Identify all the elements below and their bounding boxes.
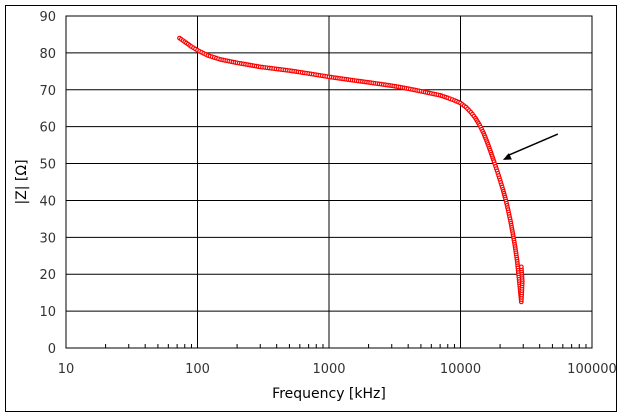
y-axis-label: |Z| [Ω]: [14, 159, 30, 204]
y-tick-label: 70: [39, 84, 56, 99]
annotation-arrow: [502, 133, 559, 160]
y-tick-label: 10: [39, 305, 56, 320]
x-tick-label: 10000: [440, 362, 481, 377]
y-tick-label: 90: [39, 10, 56, 25]
x-tick-label: 10: [58, 362, 75, 377]
y-tick-label: 80: [39, 47, 56, 62]
y-tick-label: 60: [39, 121, 56, 136]
data-series: [177, 35, 525, 305]
y-tick-label: 40: [39, 194, 56, 209]
x-tick-label: 1000: [312, 362, 345, 377]
y-tick-label: 50: [39, 158, 56, 173]
grid-lines: [65, 15, 593, 349]
plot-area: [65, 15, 593, 349]
x-tick-label: 100000: [567, 362, 617, 377]
chart-frame: [5, 5, 617, 412]
x-tick-label: 100: [185, 362, 210, 377]
y-tick-label: 0: [48, 342, 56, 357]
x-axis-label: Frequency [kHz]: [272, 386, 386, 402]
y-tick-label: 20: [39, 268, 56, 283]
y-tick-label: 30: [39, 231, 56, 246]
